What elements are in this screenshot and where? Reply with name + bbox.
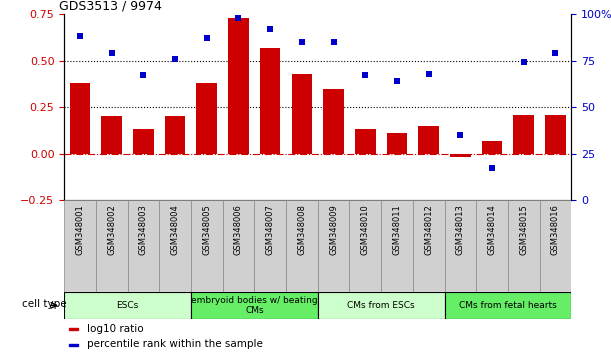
Bar — [318, 292, 445, 319]
Point — [487, 166, 497, 171]
Bar — [191, 292, 318, 319]
Bar — [445, 292, 571, 319]
Bar — [450, 154, 470, 157]
Bar — [96, 200, 128, 292]
Bar — [413, 200, 445, 292]
Bar — [191, 200, 222, 292]
Text: cell type: cell type — [23, 299, 67, 309]
Text: ESCs: ESCs — [117, 301, 139, 310]
Bar — [133, 130, 154, 154]
Text: CMs from fetal hearts: CMs from fetal hearts — [459, 301, 557, 310]
Text: GSM348013: GSM348013 — [456, 205, 465, 256]
Bar — [323, 88, 344, 154]
Point — [551, 50, 560, 56]
Bar — [165, 116, 185, 154]
Bar — [159, 200, 191, 292]
Bar — [260, 48, 280, 154]
Point — [297, 39, 307, 45]
Text: percentile rank within the sample: percentile rank within the sample — [87, 339, 263, 349]
Text: GSM348014: GSM348014 — [488, 205, 497, 255]
Text: GSM348007: GSM348007 — [266, 205, 275, 256]
Text: GSM348004: GSM348004 — [170, 205, 180, 255]
Text: GSM348001: GSM348001 — [76, 205, 84, 255]
Point — [202, 35, 211, 41]
Text: GSM348006: GSM348006 — [234, 205, 243, 256]
Point — [139, 73, 148, 78]
Text: GSM348002: GSM348002 — [107, 205, 116, 255]
Bar — [222, 200, 254, 292]
Point — [107, 50, 117, 56]
Point — [519, 60, 529, 65]
Bar — [64, 200, 96, 292]
Text: GSM348005: GSM348005 — [202, 205, 211, 255]
Bar — [318, 200, 349, 292]
Point — [360, 73, 370, 78]
Bar — [355, 130, 376, 154]
Bar — [69, 328, 78, 330]
Bar — [419, 126, 439, 154]
Text: GSM348009: GSM348009 — [329, 205, 338, 255]
Point — [329, 39, 338, 45]
Text: embryoid bodies w/ beating
CMs: embryoid bodies w/ beating CMs — [191, 296, 318, 315]
Bar — [69, 344, 78, 346]
Text: log10 ratio: log10 ratio — [87, 324, 144, 333]
Text: GSM348016: GSM348016 — [551, 205, 560, 256]
Bar — [291, 74, 312, 154]
Bar — [387, 133, 408, 154]
Text: GSM348015: GSM348015 — [519, 205, 529, 255]
Bar — [476, 200, 508, 292]
Bar — [381, 200, 413, 292]
Bar — [197, 83, 217, 154]
Point — [233, 15, 243, 21]
Text: GSM348010: GSM348010 — [360, 205, 370, 255]
Text: GSM348008: GSM348008 — [298, 205, 306, 256]
Point — [455, 132, 465, 138]
Point — [392, 78, 402, 84]
Text: GSM348003: GSM348003 — [139, 205, 148, 256]
Bar — [445, 200, 476, 292]
Bar — [128, 200, 159, 292]
Bar — [545, 115, 566, 154]
Bar — [70, 83, 90, 154]
Bar — [540, 200, 571, 292]
Bar — [254, 200, 286, 292]
Point — [265, 26, 275, 32]
Bar — [481, 141, 502, 154]
Bar — [286, 200, 318, 292]
Bar — [228, 18, 249, 154]
Text: GSM348012: GSM348012 — [424, 205, 433, 255]
Bar — [349, 200, 381, 292]
Point — [75, 34, 85, 39]
Text: GDS3513 / 9974: GDS3513 / 9974 — [59, 0, 162, 13]
Bar — [513, 115, 534, 154]
Bar — [101, 116, 122, 154]
Point — [424, 71, 434, 76]
Bar — [64, 292, 191, 319]
Text: GSM348011: GSM348011 — [392, 205, 401, 255]
Text: CMs from ESCs: CMs from ESCs — [347, 301, 415, 310]
Point — [170, 56, 180, 62]
Bar — [508, 200, 540, 292]
